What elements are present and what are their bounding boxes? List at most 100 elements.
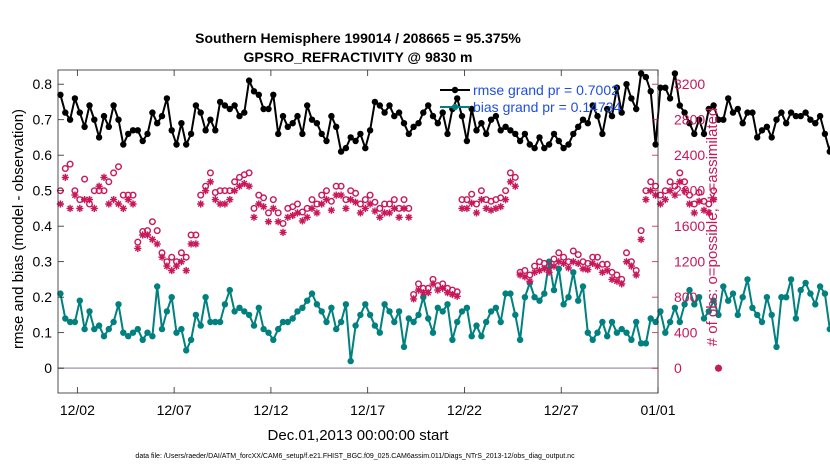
assimilated-point [555, 258, 563, 266]
bias-point [366, 311, 374, 319]
y-left-tick-label: 0.6 [33, 147, 53, 163]
assimilated-point [76, 204, 84, 212]
possible-point [647, 178, 655, 186]
x-tick-label: 12/17 [350, 402, 385, 418]
rmse-point [173, 141, 180, 148]
possible-point [168, 253, 176, 261]
rmse-point [115, 116, 122, 123]
rmse-point [250, 88, 258, 95]
rmse-point [168, 127, 175, 134]
x-axis: 12/02 12/07 12/12 12/17 12/22 12/27 01/01 [60, 70, 676, 418]
rmse-point [245, 77, 253, 84]
assimilated-point [535, 266, 544, 275]
bias-point [158, 325, 166, 333]
rmse-point [207, 116, 214, 123]
bias-point [95, 322, 103, 329]
bias-point [483, 318, 490, 326]
assimilated-point [347, 196, 355, 204]
possible-point [574, 251, 582, 259]
assimilated-point [158, 253, 166, 261]
y-axis-left-label: rmse and bias (model - observation) [10, 109, 27, 349]
rmse-point [613, 84, 621, 91]
assimilated-point [172, 262, 181, 270]
assimilated-point [608, 275, 616, 283]
possible-point [352, 189, 360, 197]
assimilated-point [550, 262, 558, 270]
possible-point [531, 262, 539, 270]
rmse-point [681, 109, 688, 116]
assimilated-point [574, 259, 582, 267]
assimilated-point [569, 258, 577, 266]
assimilated-point [429, 280, 437, 288]
bias-point [57, 290, 64, 297]
bias-point [260, 325, 267, 333]
rmse-point [778, 109, 785, 116]
assimilated-point [361, 204, 369, 212]
bias-point [729, 290, 737, 297]
assimilated-point [148, 235, 156, 244]
assimilated-point [197, 200, 205, 208]
assimilated-point [153, 240, 161, 248]
possible-point [468, 190, 476, 198]
bias-point [754, 311, 761, 319]
bias-point [579, 283, 587, 290]
assimilated-point [110, 196, 118, 204]
possible-point [463, 196, 471, 204]
y-left-tick-label: 0.8 [33, 76, 53, 92]
bias-point [362, 301, 369, 308]
legend-swatch-marker [451, 86, 459, 94]
assimilated-point [545, 268, 553, 276]
bias-point [512, 311, 519, 319]
rmse-point [66, 116, 74, 123]
rmse-point [376, 102, 383, 109]
bias-point [216, 318, 224, 326]
possible-point [182, 253, 190, 261]
rmse-point [71, 95, 79, 102]
rmse-point [231, 102, 238, 109]
x-tick-label: 12/22 [447, 402, 482, 418]
possible-point [134, 238, 142, 246]
rmse-point [749, 109, 756, 116]
bias-point [212, 318, 219, 326]
assimilated-point [589, 259, 597, 267]
assimilated-point [235, 182, 244, 190]
bias-point [357, 311, 364, 319]
rmse-point [216, 98, 224, 106]
possible-point [415, 280, 423, 288]
rmse-point [584, 120, 591, 127]
rmse-point [657, 84, 664, 91]
bias-point [241, 308, 248, 315]
bias-point [497, 318, 504, 326]
rmse-point [420, 109, 427, 116]
possible-point [477, 187, 485, 195]
rmse-point [647, 88, 654, 95]
possible-point [216, 187, 224, 195]
possible-point [294, 200, 302, 208]
rmse-point [352, 137, 359, 145]
bias-point [115, 301, 122, 308]
bias-point [289, 315, 296, 322]
rmse-point [725, 95, 732, 102]
rmse-point [454, 95, 461, 102]
assimilated-point [105, 200, 113, 208]
rmse-point [425, 102, 432, 109]
y-right-tick-label: 1200 [674, 254, 705, 270]
assimilated-point [700, 206, 708, 214]
bias-point [420, 294, 427, 301]
rmse-point [666, 95, 674, 102]
bias-point [666, 318, 674, 326]
possible-point [318, 191, 326, 199]
assimilated-point [661, 196, 669, 204]
bias-point [584, 329, 591, 336]
assimilated-point [521, 273, 529, 281]
rmse-point [386, 102, 393, 109]
legend-swatch-marker [451, 103, 459, 111]
bias-point [647, 315, 654, 322]
rmse-point [221, 102, 229, 109]
bias-point [821, 290, 829, 297]
assimilated-point [322, 196, 331, 204]
assimilated-point [443, 289, 452, 297]
bias-point [792, 315, 800, 322]
